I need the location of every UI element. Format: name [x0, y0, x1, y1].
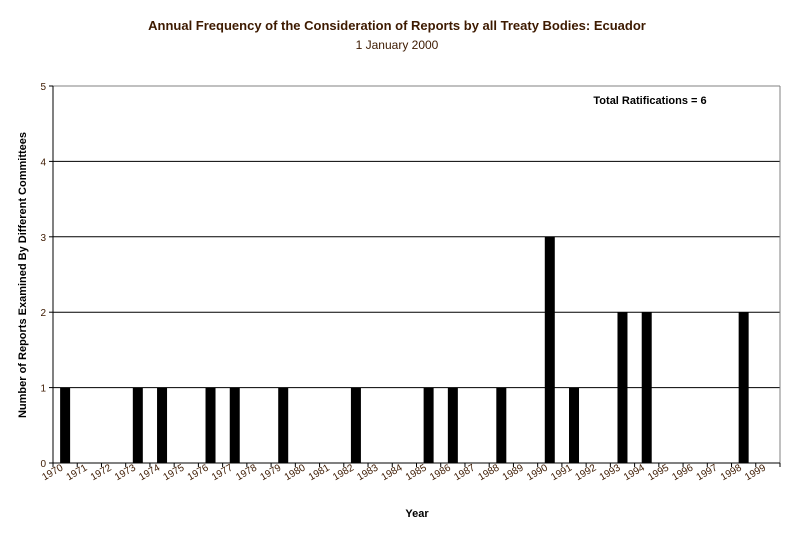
- x-tick-label: 1985: [404, 462, 429, 483]
- bar-1979: [278, 387, 289, 463]
- bar-1973: [132, 387, 143, 463]
- x-tick-label: 1982: [331, 462, 356, 483]
- bar-1988: [496, 387, 507, 463]
- y-tick-label: 4: [40, 157, 46, 168]
- x-tick-label: 1976: [186, 462, 211, 483]
- x-tick-label: 1992: [573, 462, 598, 483]
- gridlines: [53, 85, 780, 389]
- bar-1991: [569, 387, 580, 463]
- bar-1976: [205, 387, 216, 463]
- x-tick-label: 1994: [622, 462, 647, 483]
- x-tick-label: 1973: [113, 462, 138, 483]
- y-tick-labels: 0 1 2 3 4 5: [40, 82, 46, 470]
- x-tick-label: 1977: [210, 462, 235, 483]
- bar-1977: [229, 387, 240, 463]
- bar-1998: [738, 312, 749, 463]
- x-tick-label: 1986: [428, 462, 453, 483]
- x-tick-label: 1980: [283, 462, 308, 483]
- x-tick-label: 1993: [598, 462, 623, 483]
- x-tick-label: 1974: [137, 462, 162, 483]
- x-tick-label: 1979: [258, 462, 283, 483]
- bar-1970: [60, 387, 71, 463]
- bar-1990: [544, 236, 555, 463]
- x-tick-label: 1996: [670, 462, 695, 483]
- x-tick-label: 1984: [380, 462, 405, 483]
- bars: [60, 236, 749, 463]
- x-tick-label: 1972: [89, 462, 114, 483]
- x-tick-label: 1975: [162, 462, 187, 483]
- x-tick-label: 1995: [646, 462, 671, 483]
- y-tick-label: 3: [40, 233, 46, 244]
- x-tick-label: 1983: [355, 462, 380, 483]
- y-tick-label: 5: [40, 82, 46, 93]
- x-tick-label: 1998: [719, 462, 744, 483]
- x-tick-label: 1988: [477, 462, 502, 483]
- x-tick-label: 1990: [525, 462, 550, 483]
- bar-1986: [447, 387, 458, 463]
- bar-1994: [641, 312, 652, 463]
- chart-title: Annual Frequency of the Consideration of…: [148, 18, 646, 33]
- y-axis-label: Number of Reports Examined By Different …: [17, 132, 29, 418]
- bar-1985: [423, 387, 434, 463]
- total-ratifications-annotation: Total Ratifications = 6: [593, 95, 706, 107]
- x-tick-label: 1997: [695, 462, 720, 483]
- x-tick-label: 1991: [549, 462, 574, 483]
- y-tick-label: 0: [40, 459, 46, 470]
- y-tick-label: 2: [40, 308, 46, 319]
- axes: [49, 85, 781, 467]
- x-tick-label: 1971: [65, 462, 90, 483]
- x-tick-label: 1987: [452, 462, 477, 483]
- x-axis-label: Year: [405, 508, 429, 520]
- chart-subtitle: 1 January 2000: [355, 38, 439, 52]
- y-tick-label: 1: [40, 384, 46, 395]
- x-tick-label: 1978: [234, 462, 259, 483]
- bar-1982: [350, 387, 361, 463]
- x-tick-label: 1999: [743, 462, 768, 483]
- x-tick-label: 1989: [501, 462, 526, 483]
- x-tick-label: 1981: [307, 462, 332, 483]
- bar-1974: [157, 387, 168, 463]
- bar-1993: [617, 312, 628, 463]
